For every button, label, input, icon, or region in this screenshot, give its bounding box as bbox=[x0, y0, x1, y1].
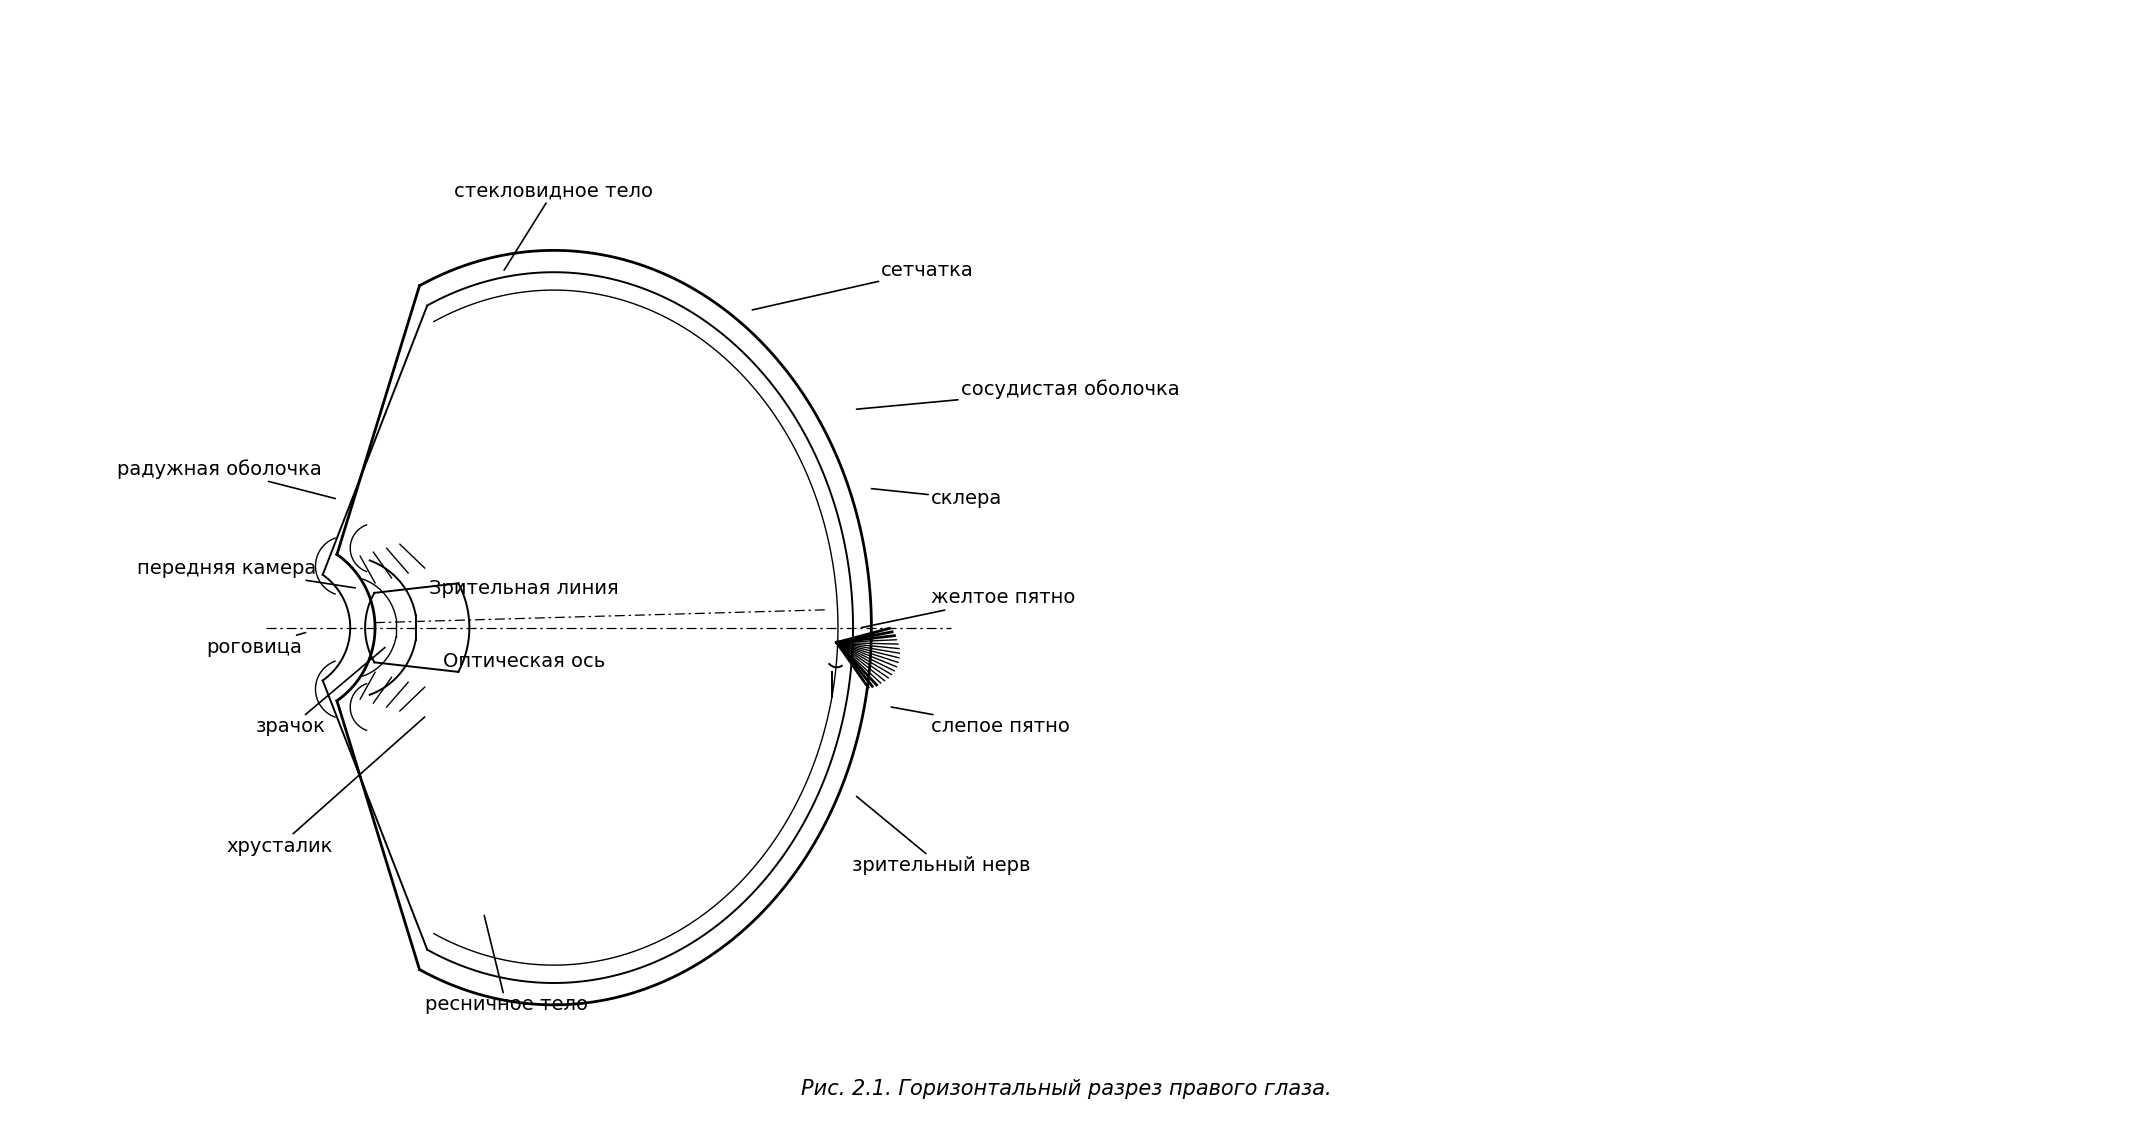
Text: слепое пятно: слепое пятно bbox=[891, 707, 1070, 736]
Text: Оптическая ось: Оптическая ось bbox=[443, 652, 605, 672]
Text: ресничное тело: ресничное тело bbox=[424, 915, 588, 1015]
Text: сосудистая оболочка: сосудистая оболочка bbox=[857, 380, 1179, 409]
Text: зрачок: зрачок bbox=[256, 647, 386, 736]
Text: Зрительная линия: Зрительная линия bbox=[429, 579, 618, 598]
Text: Рис. 2.1. Горизонтальный разрез правого глаза.: Рис. 2.1. Горизонтальный разрез правого … bbox=[802, 1079, 1330, 1100]
Text: радужная оболочка: радужная оболочка bbox=[117, 459, 335, 498]
Text: хрусталик: хрусталик bbox=[226, 718, 424, 855]
Text: сетчатка: сетчатка bbox=[753, 261, 974, 310]
Text: зрительный нерв: зрительный нерв bbox=[851, 797, 1030, 876]
Text: роговица: роговица bbox=[207, 633, 305, 657]
Text: желтое пятно: желтое пятно bbox=[861, 588, 1075, 628]
Text: стекловидное тело: стекловидное тело bbox=[454, 181, 652, 270]
Text: передняя камера: передняя камера bbox=[136, 559, 356, 588]
Text: склера: склера bbox=[872, 489, 1002, 509]
